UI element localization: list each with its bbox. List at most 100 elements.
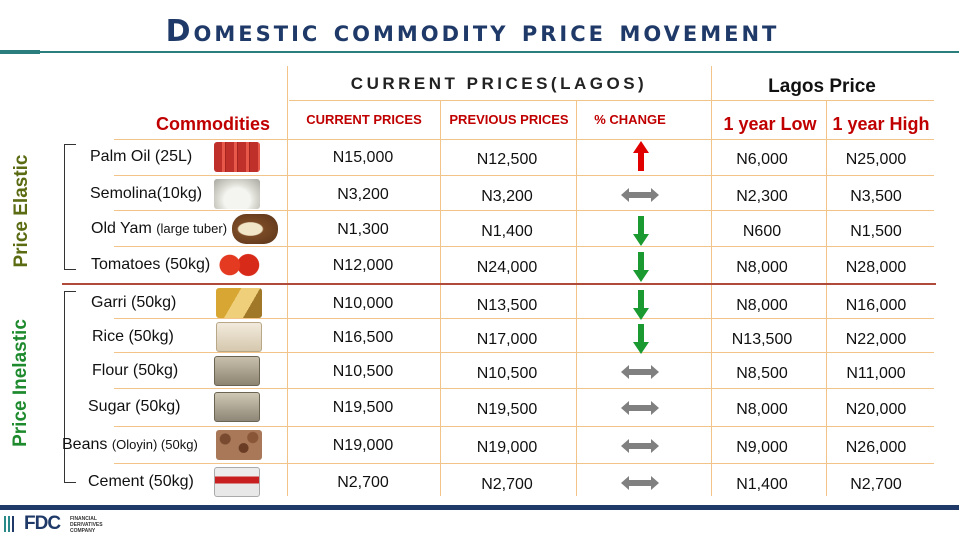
previous-price-cell: N24,000	[476, 259, 538, 276]
title-underline-accent	[0, 50, 40, 54]
beans-image	[216, 430, 262, 460]
rice-bag-image	[216, 322, 262, 352]
low-price-cell: N600	[742, 223, 782, 240]
high-price-cell: N20,000	[845, 401, 907, 418]
commodity-name: Sugar (50kg)	[88, 398, 181, 416]
flat-arrow-icon	[621, 188, 659, 202]
low-price-cell: N6,000	[736, 151, 788, 168]
price-elastic-label: Price Elastic	[11, 154, 32, 268]
current-price-cell: N3,200	[337, 186, 389, 203]
commodity-name: Tomatoes (50kg)	[91, 256, 210, 274]
flour-bag-image	[214, 356, 260, 386]
commodity-label: Beans	[62, 436, 112, 453]
commodity-name: Beans (Oloyin) (50kg)	[62, 436, 198, 454]
commodity-name: Cement (50kg)	[88, 473, 194, 491]
grid-line	[576, 100, 577, 496]
grid-line	[114, 210, 934, 211]
yam-image	[232, 214, 278, 244]
garri-image	[216, 288, 262, 318]
current-prices-group-header: CURRENT PRICES(LAGOS)	[350, 74, 648, 93]
commodity-label: Old Yam	[91, 220, 157, 237]
commodity-label: Flour (50kg)	[92, 362, 179, 379]
previous-price-cell: N19,500	[476, 401, 538, 418]
previous-price-cell: N1,400	[481, 223, 533, 240]
flat-arrow-icon	[621, 476, 659, 490]
low-price-cell: N8,500	[736, 365, 788, 382]
commodity-label: Rice (50kg)	[92, 328, 174, 345]
low-price-cell: N9,000	[736, 439, 788, 456]
low-price-cell: N2,300	[736, 188, 788, 205]
group-divider	[62, 283, 936, 285]
previous-price-cell: N17,000	[476, 331, 538, 348]
cement-bag-image	[214, 467, 260, 497]
current-price-cell: N19,000	[332, 437, 394, 454]
commodity-name: Semolina(10kg)	[90, 185, 202, 203]
high-price-cell: N16,000	[845, 297, 907, 314]
grid-line	[287, 66, 288, 496]
current-price-cell: N10,000	[332, 295, 394, 312]
high-price-cell: N26,000	[845, 439, 907, 456]
inelastic-bracket	[64, 291, 76, 483]
current-price-cell: N2,700	[337, 474, 389, 491]
previous-price-cell: N3,200	[481, 188, 533, 205]
fdc-logo-icon	[4, 516, 14, 532]
current-prices-header: CURRENT PRICES	[306, 112, 422, 127]
down-arrow-icon	[633, 290, 649, 320]
grid-line	[114, 426, 934, 427]
grid-line	[114, 175, 934, 176]
current-price-cell: N15,000	[332, 149, 394, 166]
flat-arrow-icon	[621, 365, 659, 379]
year-high-header: 1 year High	[832, 114, 930, 134]
fdc-logo-text: FDC	[24, 513, 61, 534]
up-arrow-icon	[633, 141, 649, 171]
current-price-cell: N10,500	[332, 363, 394, 380]
high-price-cell: N1,500	[850, 223, 902, 240]
down-arrow-icon	[633, 252, 649, 282]
high-price-cell: N22,000	[845, 331, 907, 348]
grid-line	[711, 66, 712, 496]
current-price-cell: N1,300	[337, 221, 389, 238]
elastic-bracket	[64, 144, 76, 270]
lagos-price-header: Lagos Price	[768, 76, 876, 97]
high-price-cell: N2,700	[850, 476, 902, 493]
low-price-cell: N8,000	[736, 259, 788, 276]
grid-line	[114, 139, 934, 140]
grid-line	[114, 318, 934, 319]
previous-price-cell: N2,700	[481, 476, 533, 493]
commodity-name: Palm Oil (25L)	[90, 148, 192, 166]
grid-line	[289, 100, 934, 101]
current-price-cell: N12,000	[332, 257, 394, 274]
previous-prices-header: PREVIOUS PRICES	[449, 112, 569, 127]
current-price-cell: N19,500	[332, 399, 394, 416]
price-inelastic-label: Price Inelastic	[10, 319, 31, 447]
grid-line	[114, 463, 934, 464]
footer-band	[0, 505, 959, 510]
grid-line	[114, 246, 934, 247]
commodity-label: Palm Oil (25L)	[90, 148, 193, 165]
high-price-cell: N28,000	[845, 259, 907, 276]
commodity-label: Sugar (50kg)	[88, 398, 181, 415]
grid-line	[114, 388, 934, 389]
grid-line	[114, 352, 934, 353]
change-header: % CHANGE	[594, 112, 666, 127]
high-price-cell: N11,000	[846, 365, 906, 382]
low-price-cell: N13,500	[731, 331, 793, 348]
tomato-image	[216, 250, 262, 280]
page-title: Domestic commodity price movement	[165, 14, 780, 49]
commodity-label: Garri (50kg)	[91, 294, 177, 311]
grid-line	[826, 100, 827, 496]
fdc-logo-subtitle: FINANCIAL DERIVATIVES COMPANY	[70, 516, 103, 534]
previous-price-cell: N19,000	[476, 439, 538, 456]
previous-price-cell: N10,500	[476, 365, 538, 382]
previous-price-cell: N12,500	[476, 151, 538, 168]
low-price-cell: N8,000	[736, 401, 788, 418]
high-price-cell: N25,000	[845, 151, 907, 168]
title-underline	[40, 51, 959, 53]
semolina-image	[214, 179, 260, 209]
commodity-note: (Oloyin) (50kg)	[111, 437, 198, 452]
current-price-cell: N16,500	[332, 329, 394, 346]
previous-price-cell: N13,500	[476, 297, 538, 314]
sugar-bag-image	[214, 392, 260, 422]
low-price-cell: N8,000	[736, 297, 788, 314]
flat-arrow-icon	[621, 401, 659, 415]
